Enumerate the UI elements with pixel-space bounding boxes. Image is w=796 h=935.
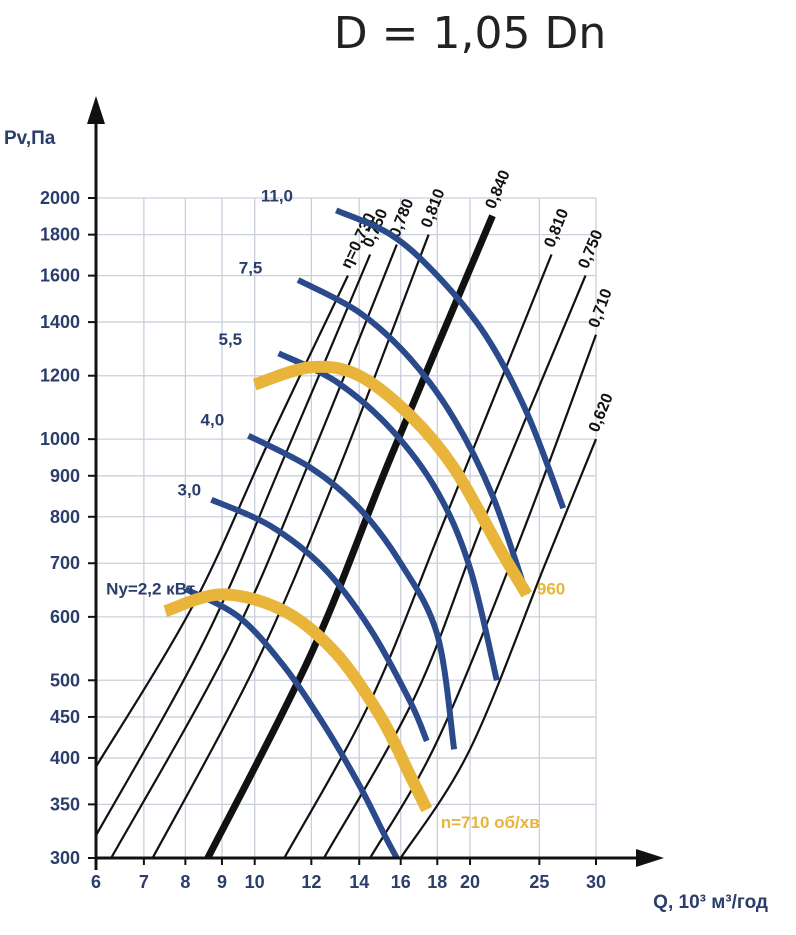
x-tick-label: 9 — [217, 872, 227, 892]
speed-curve — [163, 588, 433, 813]
power-curve — [334, 207, 567, 510]
x-tick-label: 7 — [139, 872, 149, 892]
power-curve — [210, 497, 430, 743]
power-curve-label: 3,0 — [178, 481, 202, 500]
chart-title: D = 1,05 Dn — [334, 8, 606, 59]
x-axis-title: Q, 10³ м³/год — [653, 892, 768, 913]
axis-ticks: 6 7 8 9 10 12 14 16 18 20 25 30 300 350 400 450 500 600 70… — [40, 188, 606, 892]
power-curve-label: 7,5 — [239, 258, 263, 277]
x-tick-label: 14 — [349, 872, 369, 892]
y-tick-label: 300 — [50, 848, 80, 868]
y-tick-label: 1000 — [40, 429, 80, 449]
y-tick-label: 1800 — [40, 225, 80, 245]
power-curve — [277, 350, 500, 682]
curve-labels: Ny=2,2 кВт 3,0 4,0 5,5 7,5 11,0 960 n=710 об/хв — [106, 186, 565, 832]
y-tick-label: 800 — [50, 507, 80, 527]
power-curve-label: 5,5 — [218, 330, 242, 349]
y-tick-label: 900 — [50, 466, 80, 486]
efficiency-label: 0,840 — [483, 168, 514, 212]
y-axis-arrow — [87, 96, 105, 124]
x-tick-label: 10 — [245, 872, 265, 892]
y-tick-label: 1400 — [40, 312, 80, 332]
power-curve — [184, 586, 400, 860]
y-axis-title: Pv,Па — [4, 128, 56, 149]
speed-curve-label: 960 — [537, 579, 565, 598]
efficiency-line — [204, 214, 496, 860]
x-tick-label: 20 — [460, 872, 480, 892]
x-tick-label: 12 — [301, 872, 321, 892]
x-tick-label: 8 — [180, 872, 190, 892]
y-tick-label: 600 — [50, 607, 80, 627]
power-curve-label: 4,0 — [201, 410, 225, 429]
efficiency-line — [110, 244, 398, 859]
y-tick-label: 1200 — [40, 366, 80, 386]
y-tick-label: 400 — [50, 748, 80, 768]
power-curve — [296, 277, 530, 596]
y-tick-label: 350 — [50, 794, 80, 814]
y-tick-label: 700 — [50, 553, 80, 573]
x-tick-label: 16 — [391, 872, 411, 892]
speed-curve-label: n=710 об/хв — [441, 813, 540, 832]
y-tick-label: 1600 — [40, 266, 80, 286]
efficiency-line — [151, 234, 430, 859]
efficiency-line — [95, 254, 372, 837]
efficiency-label: 0,620 — [586, 391, 617, 435]
chart-axes — [87, 96, 664, 870]
y-tick-label: 2000 — [40, 188, 80, 208]
x-tick-label: 30 — [586, 872, 606, 892]
performance-curves — [163, 207, 567, 860]
x-axis-arrow — [636, 849, 664, 867]
efficiency-line — [95, 275, 349, 768]
y-tick-label: 450 — [50, 707, 80, 727]
efficiency-line — [283, 254, 553, 859]
power-curve-label: Ny=2,2 кВт — [106, 579, 195, 598]
x-tick-label: 18 — [427, 872, 447, 892]
y-tick-label: 500 — [50, 670, 80, 690]
x-tick-label: 25 — [529, 872, 549, 892]
efficiency-label: 0,810 — [541, 206, 572, 250]
power-curve — [247, 433, 458, 750]
efficiency-line — [323, 275, 587, 859]
efficiency-label: 0,710 — [586, 287, 616, 331]
x-tick-label: 6 — [91, 872, 101, 892]
power-curve-label: 11,0 — [261, 186, 293, 205]
efficiency-line — [399, 438, 598, 859]
speed-curve — [252, 360, 532, 598]
efficiency-label: 0,810 — [418, 187, 448, 231]
